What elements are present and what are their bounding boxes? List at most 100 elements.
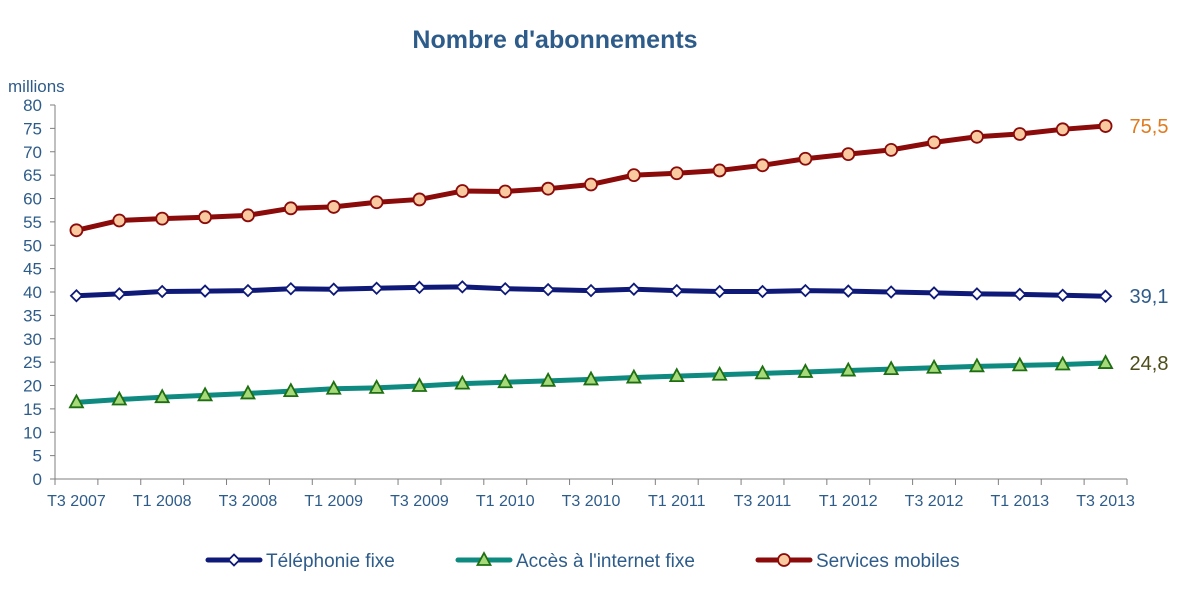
data-point <box>627 282 641 296</box>
end-value-label: 24,8 <box>1130 353 1169 375</box>
data-point <box>412 280 427 295</box>
data-point <box>498 184 513 199</box>
x-tick-label: T3 2012 <box>905 493 964 510</box>
data-point <box>883 360 900 376</box>
y-tick-label: 15 <box>23 400 42 419</box>
data-point <box>1055 122 1070 137</box>
data-point <box>841 284 856 298</box>
data-point <box>884 142 899 157</box>
data-point <box>755 284 770 299</box>
series-1: 24,8 <box>68 353 1169 409</box>
series-layer: 39,1 24,8 75,5 <box>68 116 1169 409</box>
x-tick-label: T1 2008 <box>133 493 192 510</box>
x-tick-label: T1 2009 <box>304 493 363 510</box>
data-point <box>584 283 598 298</box>
data-point <box>1098 289 1113 303</box>
y-tick-label: 25 <box>23 353 42 372</box>
series-2: 75,5 <box>69 116 1168 238</box>
data-point <box>241 208 255 223</box>
data-point <box>668 367 685 383</box>
y-tick-label: 35 <box>23 306 42 325</box>
data-point <box>541 181 556 196</box>
data-point <box>584 177 598 192</box>
legend-item-0: Téléphonie fixe <box>205 551 395 572</box>
y-tick-label: 70 <box>23 143 42 162</box>
y-tick-label: 80 <box>23 96 42 115</box>
data-point <box>455 280 470 294</box>
data-point <box>498 281 513 296</box>
data-point <box>112 287 127 301</box>
data-point <box>797 363 814 378</box>
data-point <box>841 147 856 161</box>
data-point <box>540 371 557 387</box>
y-tick-label: 5 <box>33 447 42 466</box>
data-point <box>69 288 84 303</box>
x-tick-label: T3 2009 <box>390 493 449 510</box>
x-tick-label: T3 2013 <box>1076 493 1135 510</box>
data-point <box>1012 127 1027 141</box>
data-point <box>198 210 212 225</box>
y-tick-label: 10 <box>23 423 42 442</box>
legend: Téléphonie fixe Accès à l'internet fixe Se… <box>205 551 960 572</box>
series-0: 39,1 <box>69 280 1168 308</box>
data-point <box>326 200 341 214</box>
data-point <box>368 378 385 394</box>
data-point <box>325 379 342 395</box>
data-point <box>1013 287 1027 302</box>
y-tick-label: 30 <box>23 330 42 349</box>
data-point <box>284 281 298 296</box>
axes: 0 5 10 15 20 25 30 35 40 45 50 55 60 65 70 75 80 T3 2007 T… <box>23 96 1135 510</box>
data-point <box>283 201 298 216</box>
data-point <box>69 223 84 238</box>
data-point <box>754 364 771 380</box>
y-tick-label: 55 <box>23 213 42 232</box>
data-point <box>1097 354 1114 369</box>
y-tick-label: 0 <box>33 470 42 489</box>
legend-marker <box>227 553 241 567</box>
data-point <box>712 163 727 178</box>
legend-marker <box>777 553 791 567</box>
data-point <box>454 374 471 390</box>
data-point <box>1011 356 1028 372</box>
data-point <box>926 358 943 374</box>
y-axis-unit: millions <box>8 77 65 96</box>
data-point <box>1054 355 1071 371</box>
y-tick-label: 75 <box>23 119 42 138</box>
x-tick-label: T3 2008 <box>219 493 278 510</box>
x-tick-label: T1 2012 <box>819 493 878 510</box>
data-point <box>840 361 857 377</box>
x-tick-label: T3 2007 <box>47 493 106 510</box>
y-tick-label: 40 <box>23 283 42 302</box>
x-tick-label: T3 2011 <box>734 493 792 510</box>
x-tick-label: T3 2010 <box>562 493 621 510</box>
data-point <box>968 357 985 373</box>
data-point <box>241 283 255 298</box>
data-point <box>282 382 299 398</box>
y-tick-label: 45 <box>23 260 42 279</box>
y-tick-label: 20 <box>23 377 42 396</box>
x-tick-label: T1 2011 <box>648 493 706 510</box>
x-tick-label: T1 2013 <box>990 493 1049 510</box>
data-point <box>198 284 212 298</box>
data-point <box>625 368 642 384</box>
data-point <box>1098 119 1113 133</box>
data-point <box>970 287 984 301</box>
legend-marker <box>475 551 493 566</box>
data-point <box>112 213 127 228</box>
y-tick-label: 50 <box>23 236 42 255</box>
data-point <box>711 365 728 381</box>
data-point <box>68 393 85 409</box>
legend-label: Téléphonie fixe <box>266 551 395 572</box>
data-point <box>497 373 514 389</box>
data-point <box>239 384 256 400</box>
data-point <box>541 282 555 297</box>
data-point <box>798 283 813 298</box>
legend-item-1: Accès à l'internet fixe <box>455 551 695 572</box>
data-point <box>155 284 169 299</box>
x-tick-label: T1 2010 <box>476 493 535 510</box>
data-point <box>884 285 898 299</box>
data-point <box>970 129 984 144</box>
legend-item-2: Services mobiles <box>755 551 960 572</box>
data-point <box>1055 288 1070 303</box>
data-point <box>927 286 941 300</box>
